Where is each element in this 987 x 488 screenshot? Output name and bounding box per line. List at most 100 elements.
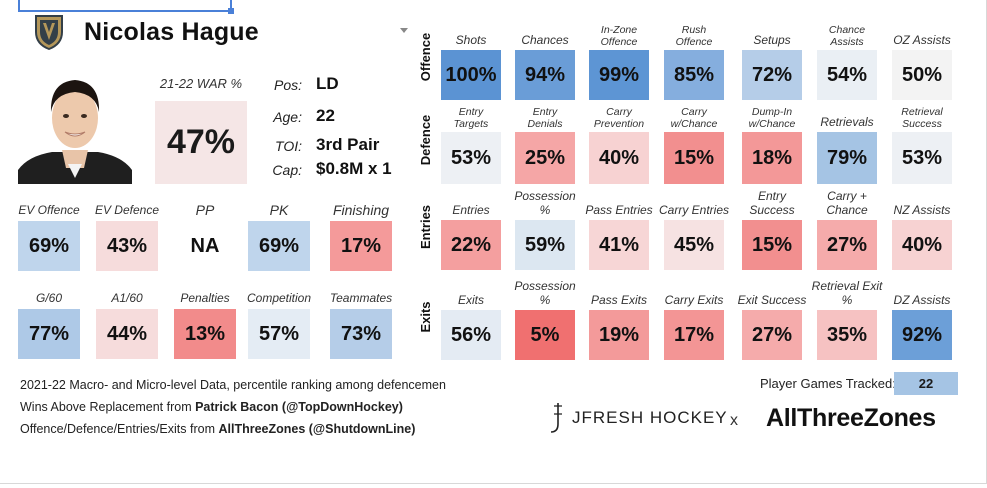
stat-label: Pass Exits: [590, 293, 647, 308]
stat-label: Chances: [521, 33, 569, 48]
stat-label: Entry Denials: [527, 105, 563, 130]
games-tracked-value: 22: [894, 372, 958, 395]
stat-value-tile: 5%: [515, 310, 575, 360]
stat-value-tile: 18%: [742, 132, 802, 184]
stat-label: DZ Assists: [893, 293, 951, 308]
stat-value-tile: 41%: [589, 220, 649, 270]
stat-value-tile: 54%: [817, 50, 877, 100]
stat-label: Entry Targets: [453, 105, 489, 130]
team-logo-icon: [35, 15, 63, 50]
stat-label: Carry Exits: [664, 293, 724, 308]
stat-label: Penalties: [180, 291, 230, 306]
stat-value-tile: 53%: [441, 132, 501, 184]
stat-label: OZ Assists: [893, 33, 951, 48]
stat-label: Carry w/Chance: [670, 105, 718, 130]
stat-value-tile: 25%: [515, 132, 575, 184]
stat-value-tile: 69%: [18, 221, 80, 271]
stat-value-tile: 19%: [589, 310, 649, 360]
info-label: Cap:: [272, 162, 302, 178]
stat-value-tile: 79%: [817, 132, 877, 184]
stat-label: A1/60: [111, 291, 143, 306]
stat-label: Carry + Chance: [826, 189, 868, 218]
stat-value-tile: 27%: [817, 220, 877, 270]
stat-label: Carry Entries: [658, 203, 729, 218]
info-value: $0.8M x 1: [316, 159, 392, 178]
stat-label: EV Defence: [94, 203, 160, 218]
games-tracked-label: Player Games Tracked:: [760, 376, 896, 391]
section-label: Entries: [418, 204, 433, 250]
stat-label: NZ Assists: [893, 203, 951, 218]
stat-value-tile: 35%: [817, 310, 877, 360]
stat-label: Entries: [452, 203, 490, 218]
brand-separator: x: [730, 412, 738, 429]
stat-value-tile: NA: [174, 221, 236, 271]
footer-line-3: Offence/Defence/Entries/Exits from AllTh…: [20, 422, 416, 436]
stat-label: Setups: [753, 33, 791, 48]
stat-label: Shots: [455, 33, 487, 48]
hockey-stick-icon: [550, 403, 562, 433]
allthreezones-logo: AllThreeZones: [766, 404, 936, 432]
stat-value-tile: 56%: [441, 310, 501, 360]
player-headshot: [18, 80, 132, 184]
player-name: Nicolas Hague: [84, 18, 259, 46]
selection-handle[interactable]: [228, 8, 234, 14]
section-label: Exits: [418, 301, 433, 333]
stat-value-tile: 59%: [515, 220, 575, 270]
stat-value-tile: 15%: [742, 220, 802, 270]
stat-value-tile: 92%: [892, 310, 952, 360]
section-label: Offence: [418, 32, 433, 82]
stat-label: EV Offence: [18, 203, 80, 218]
stat-label: Finishing: [332, 201, 390, 218]
stat-label: Dump-In w/Chance: [748, 105, 796, 130]
stat-label: Possession %: [514, 189, 576, 218]
stat-label: Exits: [457, 293, 484, 308]
stat-value-tile: 45%: [664, 220, 724, 270]
stat-value-tile: 73%: [330, 309, 392, 359]
stat-label: G/60: [35, 291, 62, 306]
stat-value-tile: 85%: [664, 50, 724, 100]
stat-label: Retrieval Success: [901, 105, 943, 130]
stat-value-tile: 100%: [441, 50, 501, 100]
stat-value-tile: 40%: [589, 132, 649, 184]
stat-label: PK: [269, 201, 289, 218]
war-value: 47%: [155, 101, 247, 184]
stat-value-tile: 17%: [664, 310, 724, 360]
stat-label: Carry Prevention: [593, 105, 645, 130]
info-label: Age:: [273, 109, 302, 125]
info-value: 22: [316, 106, 335, 125]
stat-value-tile: 22%: [441, 220, 501, 270]
stat-label: Chance Assists: [828, 23, 866, 48]
section-label: Defence: [418, 114, 433, 166]
stat-value-tile: 15%: [664, 132, 724, 184]
info-value: LD: [316, 74, 339, 93]
stat-label: In-Zone Offence: [600, 23, 638, 48]
stat-label: Pass Entries: [585, 203, 653, 218]
stat-label: Retrieval Exit %: [811, 279, 883, 308]
stat-label: Exit Success: [737, 293, 807, 308]
jfresh-hockey-logo: JFRESH HOCKEY: [548, 402, 728, 434]
stat-label: Retrievals: [820, 115, 874, 130]
stat-value-tile: 40%: [892, 220, 952, 270]
footer-line-1: 2021-22 Macro- and Micro-level Data, per…: [20, 378, 446, 392]
info-label: Pos:: [273, 77, 302, 93]
stat-value-tile: 99%: [589, 50, 649, 100]
war-label: 21-22 WAR %: [159, 76, 243, 91]
stat-value-tile: 13%: [174, 309, 236, 359]
stat-value-tile: 43%: [96, 221, 158, 271]
stat-label: Rush Offence: [675, 23, 713, 48]
chevron-down-icon[interactable]: [400, 28, 408, 33]
info-label: TOI:: [275, 138, 302, 154]
stat-value-tile: 72%: [742, 50, 802, 100]
jfresh-hockey-text: JFRESH HOCKEY: [572, 408, 728, 427]
cell-selection-outline: [18, 0, 232, 12]
info-value: 3rd Pair: [316, 135, 380, 154]
stat-value-tile: 94%: [515, 50, 575, 100]
stat-label: Entry Success: [749, 189, 795, 218]
stat-value-tile: 69%: [248, 221, 310, 271]
stat-label: PP: [195, 201, 215, 218]
stat-value-tile: 77%: [18, 309, 80, 359]
footer-line-2: Wins Above Replacement from Patrick Baco…: [20, 400, 403, 414]
stat-value-tile: 17%: [330, 221, 392, 271]
stat-value-tile: 50%: [892, 50, 952, 100]
stat-label: Competition: [246, 291, 312, 306]
